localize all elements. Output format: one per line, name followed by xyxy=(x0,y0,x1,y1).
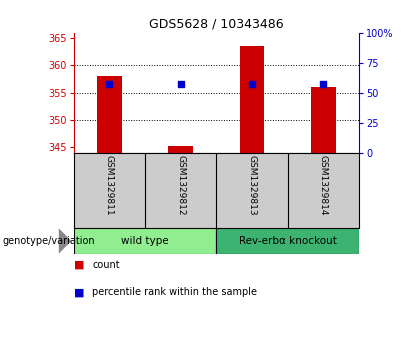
Text: GSM1329811: GSM1329811 xyxy=(105,155,114,216)
Bar xyxy=(74,228,216,254)
Text: percentile rank within the sample: percentile rank within the sample xyxy=(92,287,257,297)
Text: Rev-erbα knockout: Rev-erbα knockout xyxy=(239,236,337,246)
Point xyxy=(249,81,255,87)
Text: ■: ■ xyxy=(74,287,84,297)
Text: GSM1329813: GSM1329813 xyxy=(247,155,257,216)
Bar xyxy=(216,228,359,254)
Text: wild type: wild type xyxy=(121,236,169,246)
Text: GSM1329812: GSM1329812 xyxy=(176,155,185,216)
Text: count: count xyxy=(92,260,120,270)
Point xyxy=(177,81,184,87)
Bar xyxy=(239,46,265,153)
Point xyxy=(320,81,327,87)
Text: ■: ■ xyxy=(74,260,84,270)
Bar xyxy=(168,146,193,153)
Text: GSM1329814: GSM1329814 xyxy=(319,155,328,216)
Title: GDS5628 / 10343486: GDS5628 / 10343486 xyxy=(149,17,284,30)
Point xyxy=(106,81,113,87)
Bar xyxy=(97,76,122,153)
Bar xyxy=(311,87,336,153)
Text: genotype/variation: genotype/variation xyxy=(2,236,95,246)
